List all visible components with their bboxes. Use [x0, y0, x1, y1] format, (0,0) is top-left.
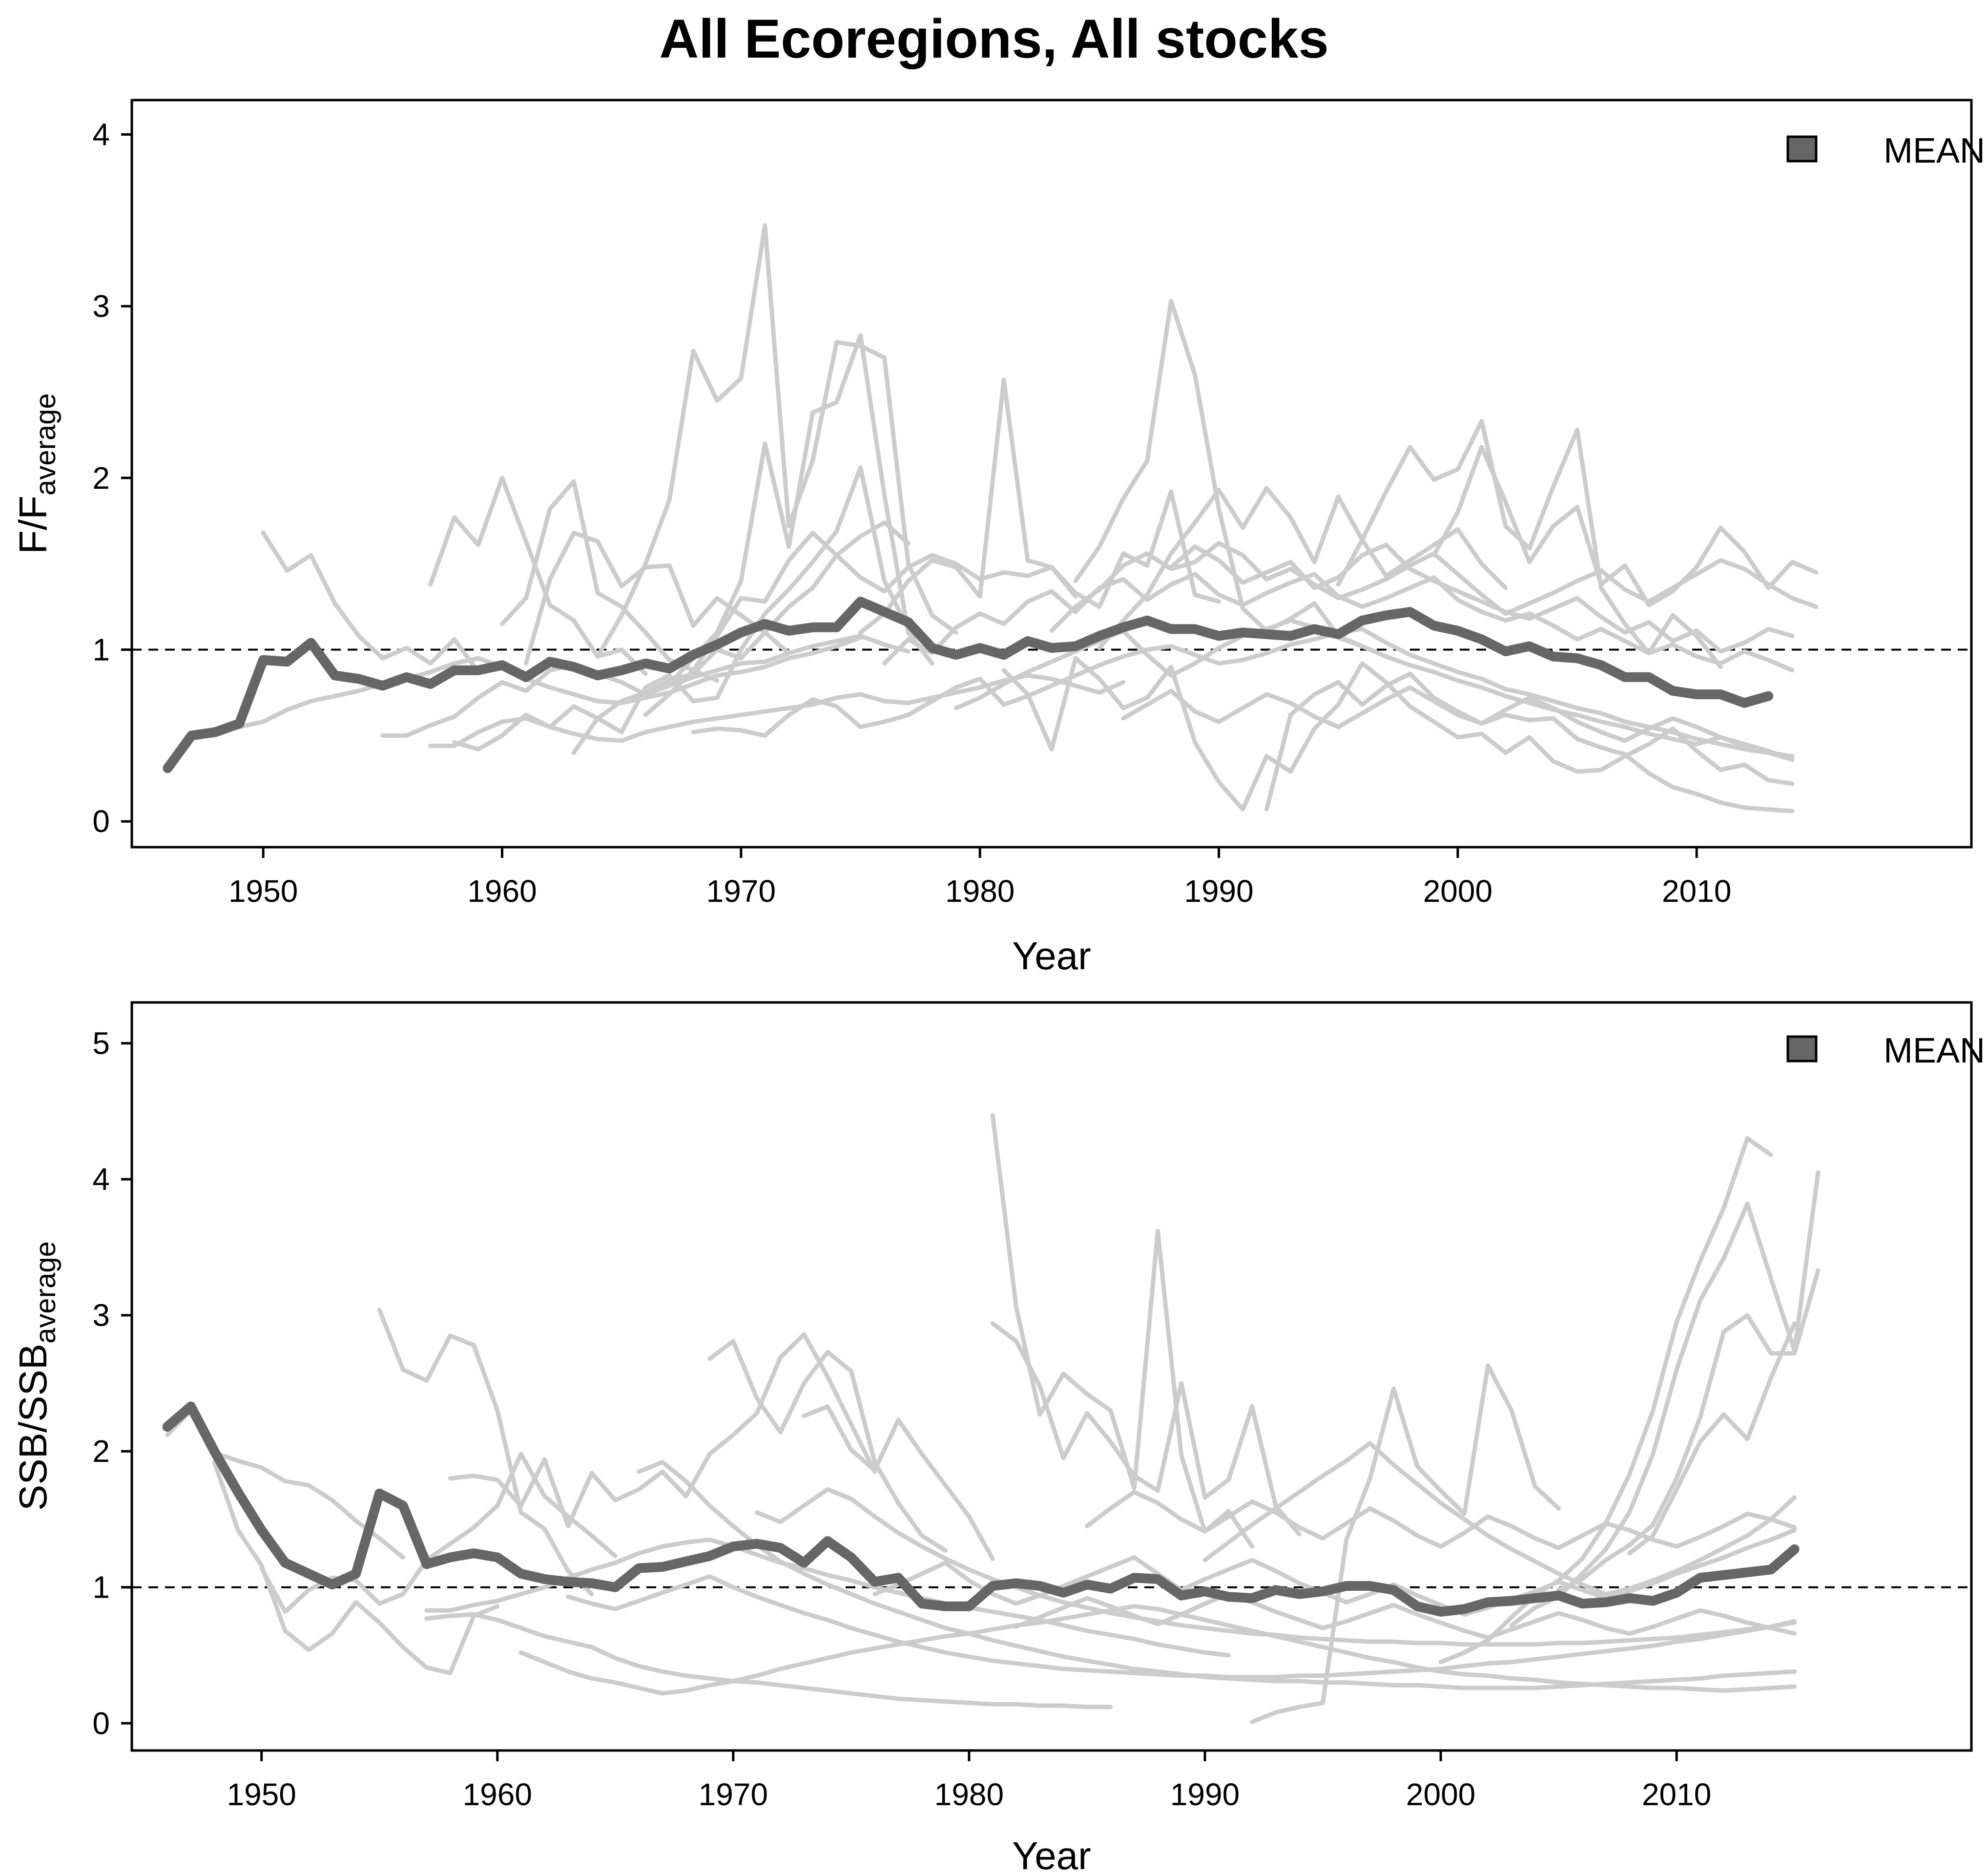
- x-tick-label: 1980: [945, 874, 1015, 909]
- y-axis-label-subscript: average: [30, 1241, 62, 1344]
- series-line-stock-9: [990, 1321, 1302, 1537]
- series-line-stock-1: [377, 1308, 594, 1597]
- series-line-stock-19: [872, 1528, 1797, 1617]
- legend-label-mean: MEAN: [1884, 131, 1985, 170]
- plot-frame: [130, 1001, 1973, 1752]
- series-line-stock-6: [707, 1339, 948, 1553]
- y-tick-label: 3: [92, 1298, 110, 1333]
- series-line-stock-20: [691, 626, 1795, 759]
- x-tick-label: 1960: [463, 1777, 532, 1812]
- series-line-stock-5: [448, 1332, 877, 1528]
- x-tick-label: 1990: [1170, 1777, 1240, 1812]
- x-axis-label: Year: [1012, 934, 1091, 978]
- series-line-stock-1: [261, 530, 481, 674]
- y-tick-label: 0: [92, 1706, 110, 1741]
- series-line-stock-21: [1085, 1490, 1797, 1550]
- series-line-stock-11: [1073, 299, 1365, 648]
- series-line-stock-22: [566, 1574, 1797, 1680]
- y-tick-label: 2: [92, 460, 110, 496]
- series-line-stock-6: [667, 333, 934, 687]
- y-tick-label: 4: [92, 117, 110, 152]
- legend-label-mean: MEAN: [1884, 1031, 1985, 1070]
- series-line-stock-19: [380, 633, 911, 738]
- y-axis-label-main: F/F: [11, 496, 55, 554]
- y-axis-label: SSB/SSBaverage: [11, 1241, 62, 1511]
- legend: MEAN: [1786, 131, 1985, 170]
- legend-swatch-mean: [1786, 135, 1818, 163]
- series-line-stock-7: [802, 1404, 995, 1561]
- y-axis-ticks: 0 1 2 3 4: [92, 117, 132, 839]
- y-axis-label-subscript: average: [30, 393, 62, 496]
- x-tick-label: 1950: [228, 874, 298, 909]
- x-axis-ticks: 1950 1960 1970 1980 1990 2000 2010: [227, 1750, 1711, 1812]
- x-tick-label: 2010: [1662, 874, 1731, 909]
- x-tick-label: 1980: [934, 1777, 1004, 1812]
- series-line-mean: [163, 597, 1774, 773]
- series-line-stock-12: [1097, 486, 1508, 650]
- x-axis-label: Year: [1012, 1834, 1091, 1875]
- series-line-stock-9: [643, 530, 1078, 717]
- series-line-stock-5: [595, 223, 958, 659]
- x-tick-label: 1970: [706, 874, 776, 909]
- y-tick-label: 4: [92, 1162, 110, 1197]
- series-line-stock-23: [754, 1487, 1797, 1647]
- series-line-stock-4: [523, 530, 791, 666]
- series-line-stock-10: [1250, 1363, 1561, 1724]
- series-line-stock-14: [1627, 1321, 1797, 1556]
- y-tick-label: 0: [92, 804, 110, 839]
- series-line-stock-13: [1556, 1268, 1821, 1592]
- series-line-stock-3: [212, 1460, 500, 1675]
- x-tick-label: 1990: [1184, 874, 1253, 909]
- mean-line-group: [163, 597, 1774, 773]
- series-line-stock-14: [1431, 445, 1819, 607]
- plot-frame: [130, 99, 1973, 849]
- y-tick-label: 3: [92, 289, 110, 324]
- series-line-stock-2: [428, 476, 648, 676]
- y-tick-label: 2: [92, 1434, 110, 1469]
- y-axis-label: F/Faverage: [11, 393, 62, 554]
- y-tick-label: 1: [92, 632, 110, 667]
- x-tick-label: 2000: [1423, 874, 1492, 909]
- y-axis-label-main: SSB/SSB: [11, 1344, 55, 1511]
- y-tick-label: 5: [92, 1026, 110, 1061]
- spawning-biomass-panel: 1950 1960 1970 1980 1990 2000 2010 0 1 2 3 4 5 Year…: [11, 1001, 1985, 1875]
- mean-line-group: [162, 1401, 1800, 1617]
- x-tick-label: 1950: [227, 1777, 296, 1812]
- series-line-stock-16: [424, 1612, 1113, 1709]
- y-tick-label: 1: [92, 1570, 110, 1605]
- stock-lines-group: [165, 1113, 1821, 1724]
- legend: MEAN: [1786, 1031, 1985, 1070]
- series-line-stock-8: [452, 520, 911, 751]
- x-tick-label: 2010: [1642, 1777, 1711, 1812]
- y-axis-ticks: 0 1 2 3 4 5: [92, 1026, 132, 1741]
- series-line-stock-25: [1169, 542, 1795, 654]
- series-line-mean: [162, 1401, 1800, 1617]
- x-tick-label: 1970: [699, 1777, 768, 1812]
- x-axis-ticks: 1950 1960 1970 1980 1990 2000 2010: [228, 847, 1731, 909]
- figure-title: All Ecoregions, All stocks: [659, 8, 1328, 69]
- legend-swatch-mean: [1786, 1035, 1818, 1062]
- series-line-stock-24: [1202, 1441, 1797, 1597]
- series-line-stock-16: [1264, 671, 1795, 813]
- series-line-stock-23: [1049, 541, 1819, 633]
- series-line-stock-10: [858, 377, 1221, 635]
- series-line-stock-24: [1121, 685, 1795, 762]
- plot-area-background: [132, 1002, 1971, 1750]
- x-tick-label: 2000: [1406, 1777, 1475, 1812]
- x-tick-label: 1960: [467, 874, 537, 909]
- series-line-stock-13: [1336, 419, 1723, 669]
